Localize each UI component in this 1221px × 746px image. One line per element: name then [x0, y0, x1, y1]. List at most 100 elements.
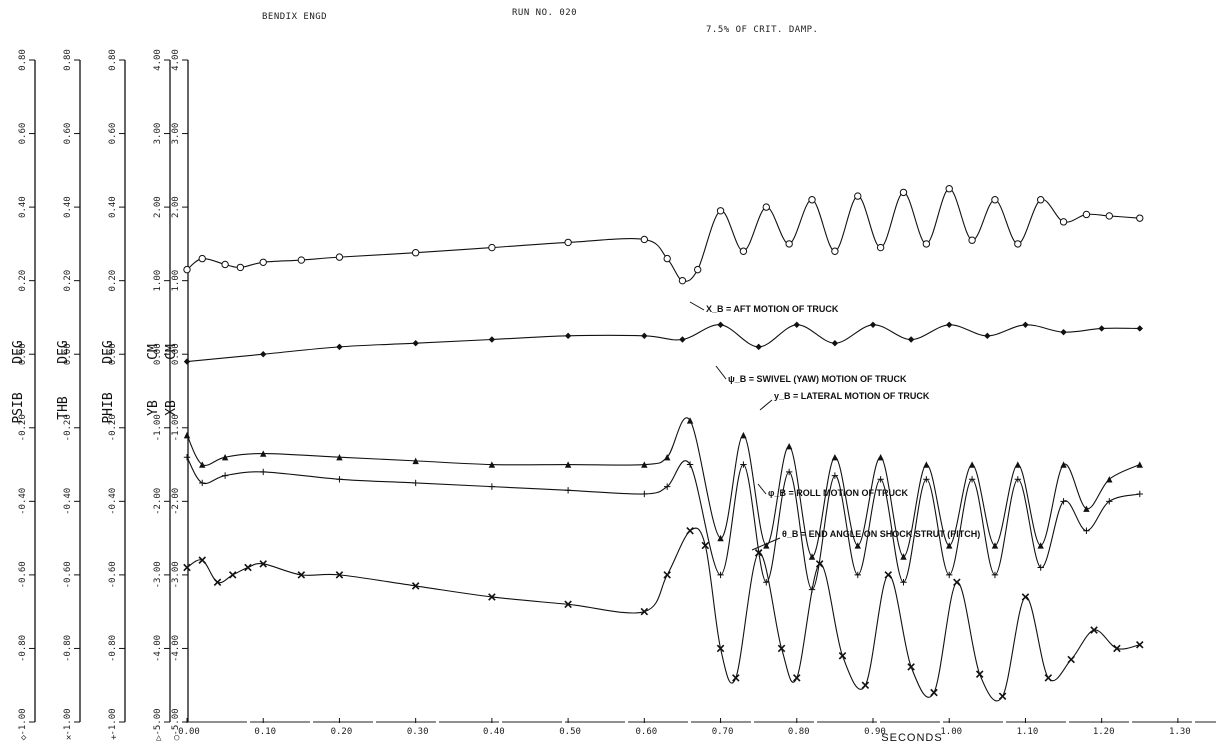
- data-point: [183, 563, 191, 572]
- data-point: [1105, 212, 1113, 220]
- data-point: [260, 351, 267, 358]
- y-tick-label: -0.60: [108, 561, 118, 588]
- data-point: [975, 670, 984, 678]
- data-point: [991, 196, 999, 204]
- x-tick-label: 0.80: [788, 727, 810, 737]
- data-point: [259, 560, 267, 568]
- header-left: BENDIX ENGD: [262, 12, 328, 22]
- data-point: [763, 542, 770, 549]
- data-point: [717, 321, 724, 328]
- data-point: [1014, 461, 1022, 468]
- data-point: [739, 247, 748, 255]
- x-axis-title: SECONDS: [881, 732, 942, 744]
- data-point: [717, 571, 724, 579]
- y-tick-label: 0.00: [18, 343, 28, 365]
- data-point: [907, 663, 915, 671]
- data-point: [876, 243, 885, 252]
- data-point: [199, 461, 206, 468]
- y-axis-unit: DEG: [56, 340, 71, 364]
- y-tick-label: -1.00: [108, 708, 118, 735]
- data-point: [1083, 505, 1090, 512]
- data-point: [991, 571, 999, 579]
- y-tick-label: -0.20: [108, 414, 118, 441]
- data-point: [1014, 240, 1022, 248]
- data-point: [228, 571, 237, 579]
- annotation-label: ψ_B = SWIVEL (YAW) MOTION OF TRUCK: [728, 374, 907, 384]
- data-point: [984, 332, 991, 340]
- data-point: [411, 582, 420, 590]
- data-point: [221, 454, 229, 461]
- y-tick-label: 4.00: [171, 49, 181, 71]
- annotation-label: θ_B = END ANGLE ON SHOCK STRUT (PITCH): [782, 529, 980, 539]
- data-point: [1037, 542, 1044, 549]
- data-point: [869, 321, 877, 328]
- x-tick-label: 1.10: [1017, 727, 1039, 737]
- y-tick-label: -0.60: [18, 561, 28, 588]
- data-point: [641, 332, 648, 340]
- y-axis-phib: -1.00 -0.80 -0.60 -0.40 -0.20 0.00 0.20 0.40 0.6…: [101, 49, 126, 743]
- series-plus: [183, 454, 1143, 593]
- data-point: [922, 240, 931, 248]
- y-axis-symbol: +: [111, 733, 117, 743]
- data-point: [488, 461, 496, 468]
- x-axis-group: 0.00 0.10 0.20 0.30 0.40 0.50 0.60 0.70 0.80 0.90…: [178, 718, 1216, 744]
- x-tick-label: 0.30: [407, 727, 429, 737]
- y-tick-label: 0.60: [18, 123, 28, 145]
- data-point: [900, 553, 907, 560]
- data-point: [1060, 461, 1067, 468]
- data-point: [777, 644, 786, 653]
- data-point: [679, 336, 686, 343]
- data-point: [663, 571, 671, 579]
- data-point: [793, 321, 800, 328]
- data-point: [640, 607, 649, 616]
- data-point: [877, 476, 884, 483]
- y-axis-unit: CM: [164, 344, 179, 360]
- data-point: [716, 644, 725, 653]
- y-tick-label: 1.00: [153, 270, 163, 292]
- y-tick-label: -0.20: [63, 414, 73, 441]
- y-tick-label: -5.00: [153, 708, 163, 735]
- data-point: [1106, 476, 1113, 483]
- y-axis-symbol: ✕: [66, 733, 71, 743]
- y-tick-label: -0.40: [18, 488, 28, 515]
- data-point: [412, 339, 419, 347]
- y-tick-label: -0.20: [18, 414, 28, 441]
- data-point: [259, 258, 267, 266]
- data-point: [808, 553, 816, 560]
- data-point: [785, 442, 793, 450]
- data-point: [717, 534, 724, 542]
- data-point: [755, 343, 762, 351]
- data-point: [236, 263, 245, 272]
- y-axis-xb: -5.00 -4.00 -3.00 -2.00 -1.00 0.00 1.00 2.00 3.0…: [164, 49, 189, 743]
- data-point: [1022, 321, 1029, 328]
- y-tick-label: -4.00: [171, 635, 181, 662]
- data-point: [564, 600, 572, 609]
- y-tick-label: 0.60: [108, 123, 118, 145]
- data-point: [664, 483, 671, 490]
- data-point: [785, 468, 793, 476]
- y-tick-label: -0.40: [63, 488, 73, 515]
- data-point: [1082, 210, 1091, 219]
- annotation-label: φ_B = ROLL MOTION OF TRUCK: [768, 488, 909, 498]
- x-tick-label: 0.50: [559, 727, 581, 737]
- data-point: [336, 343, 343, 351]
- data-point: [1136, 325, 1143, 332]
- y-tick-label: 0.00: [63, 343, 73, 365]
- annotations-group: X_B = AFT MOTION OF TRUCK ψ_B = SWIVEL (Y…: [689, 301, 980, 551]
- y-tick-label: -4.00: [153, 635, 163, 662]
- data-point: [831, 339, 839, 347]
- data-point: [716, 207, 725, 215]
- data-point: [854, 571, 861, 579]
- data-point: [1083, 527, 1090, 534]
- data-point: [183, 358, 191, 365]
- y-tick-label: 0.20: [18, 270, 28, 292]
- data-point: [762, 203, 770, 211]
- data-point: [1067, 655, 1075, 664]
- data-point: [221, 260, 229, 269]
- data-point: [838, 652, 847, 660]
- y-tick-label: 2.00: [153, 196, 163, 218]
- y-tick-label: -1.00: [63, 708, 73, 735]
- y-axis-name: XB: [164, 400, 179, 416]
- y-tick-label: -2.00: [153, 488, 163, 515]
- series-line: [186, 324, 1140, 363]
